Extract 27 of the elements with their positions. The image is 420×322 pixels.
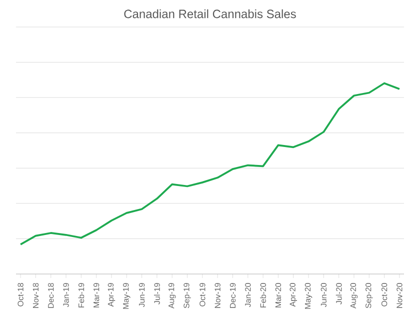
x-tick-label: May-19 [123,283,130,309]
x-tick-label: Sep-19 [184,283,191,308]
x-tick-label: Sep-20 [366,283,373,308]
x-tick-label: Jan-19 [63,283,69,308]
x-tick-label: Oct-18 [18,283,24,306]
x-tick-label: Jul-20 [336,283,342,304]
x-tick-label: Dec-19 [230,283,236,308]
x-tick-label: Oct-19 [200,283,206,306]
x-tick-label: Nov-19 [214,283,220,308]
x-tick-label: Aug-19 [168,283,176,308]
x-tick-label: May-20 [304,283,312,309]
x-tick-label: Feb-19 [78,283,84,308]
x-tick-label: Nov-20 [396,283,402,308]
chart-title: Canadian Retail Cannabis Sales [124,9,296,18]
x-tick-label: Mar-19 [94,283,100,308]
x-tick-label: Jun-19 [138,283,145,308]
x-tick-label: Dec-18 [48,283,54,308]
x-tick-label: Jul-19 [154,283,160,304]
x-tick-label: Jan-20 [245,283,251,308]
x-tick-label: Aug-20 [350,283,358,308]
x-tick-label: Jun-20 [320,283,327,308]
x-tick-label: Nov-18 [32,283,39,308]
x-tick-label: Oct-20 [381,283,388,306]
x-tick-label: Feb-20 [260,283,266,308]
x-tick-label: Apr-20 [290,283,297,307]
x-tick-label: Apr-19 [108,283,116,307]
x-tick-label: Mar-20 [275,283,282,308]
